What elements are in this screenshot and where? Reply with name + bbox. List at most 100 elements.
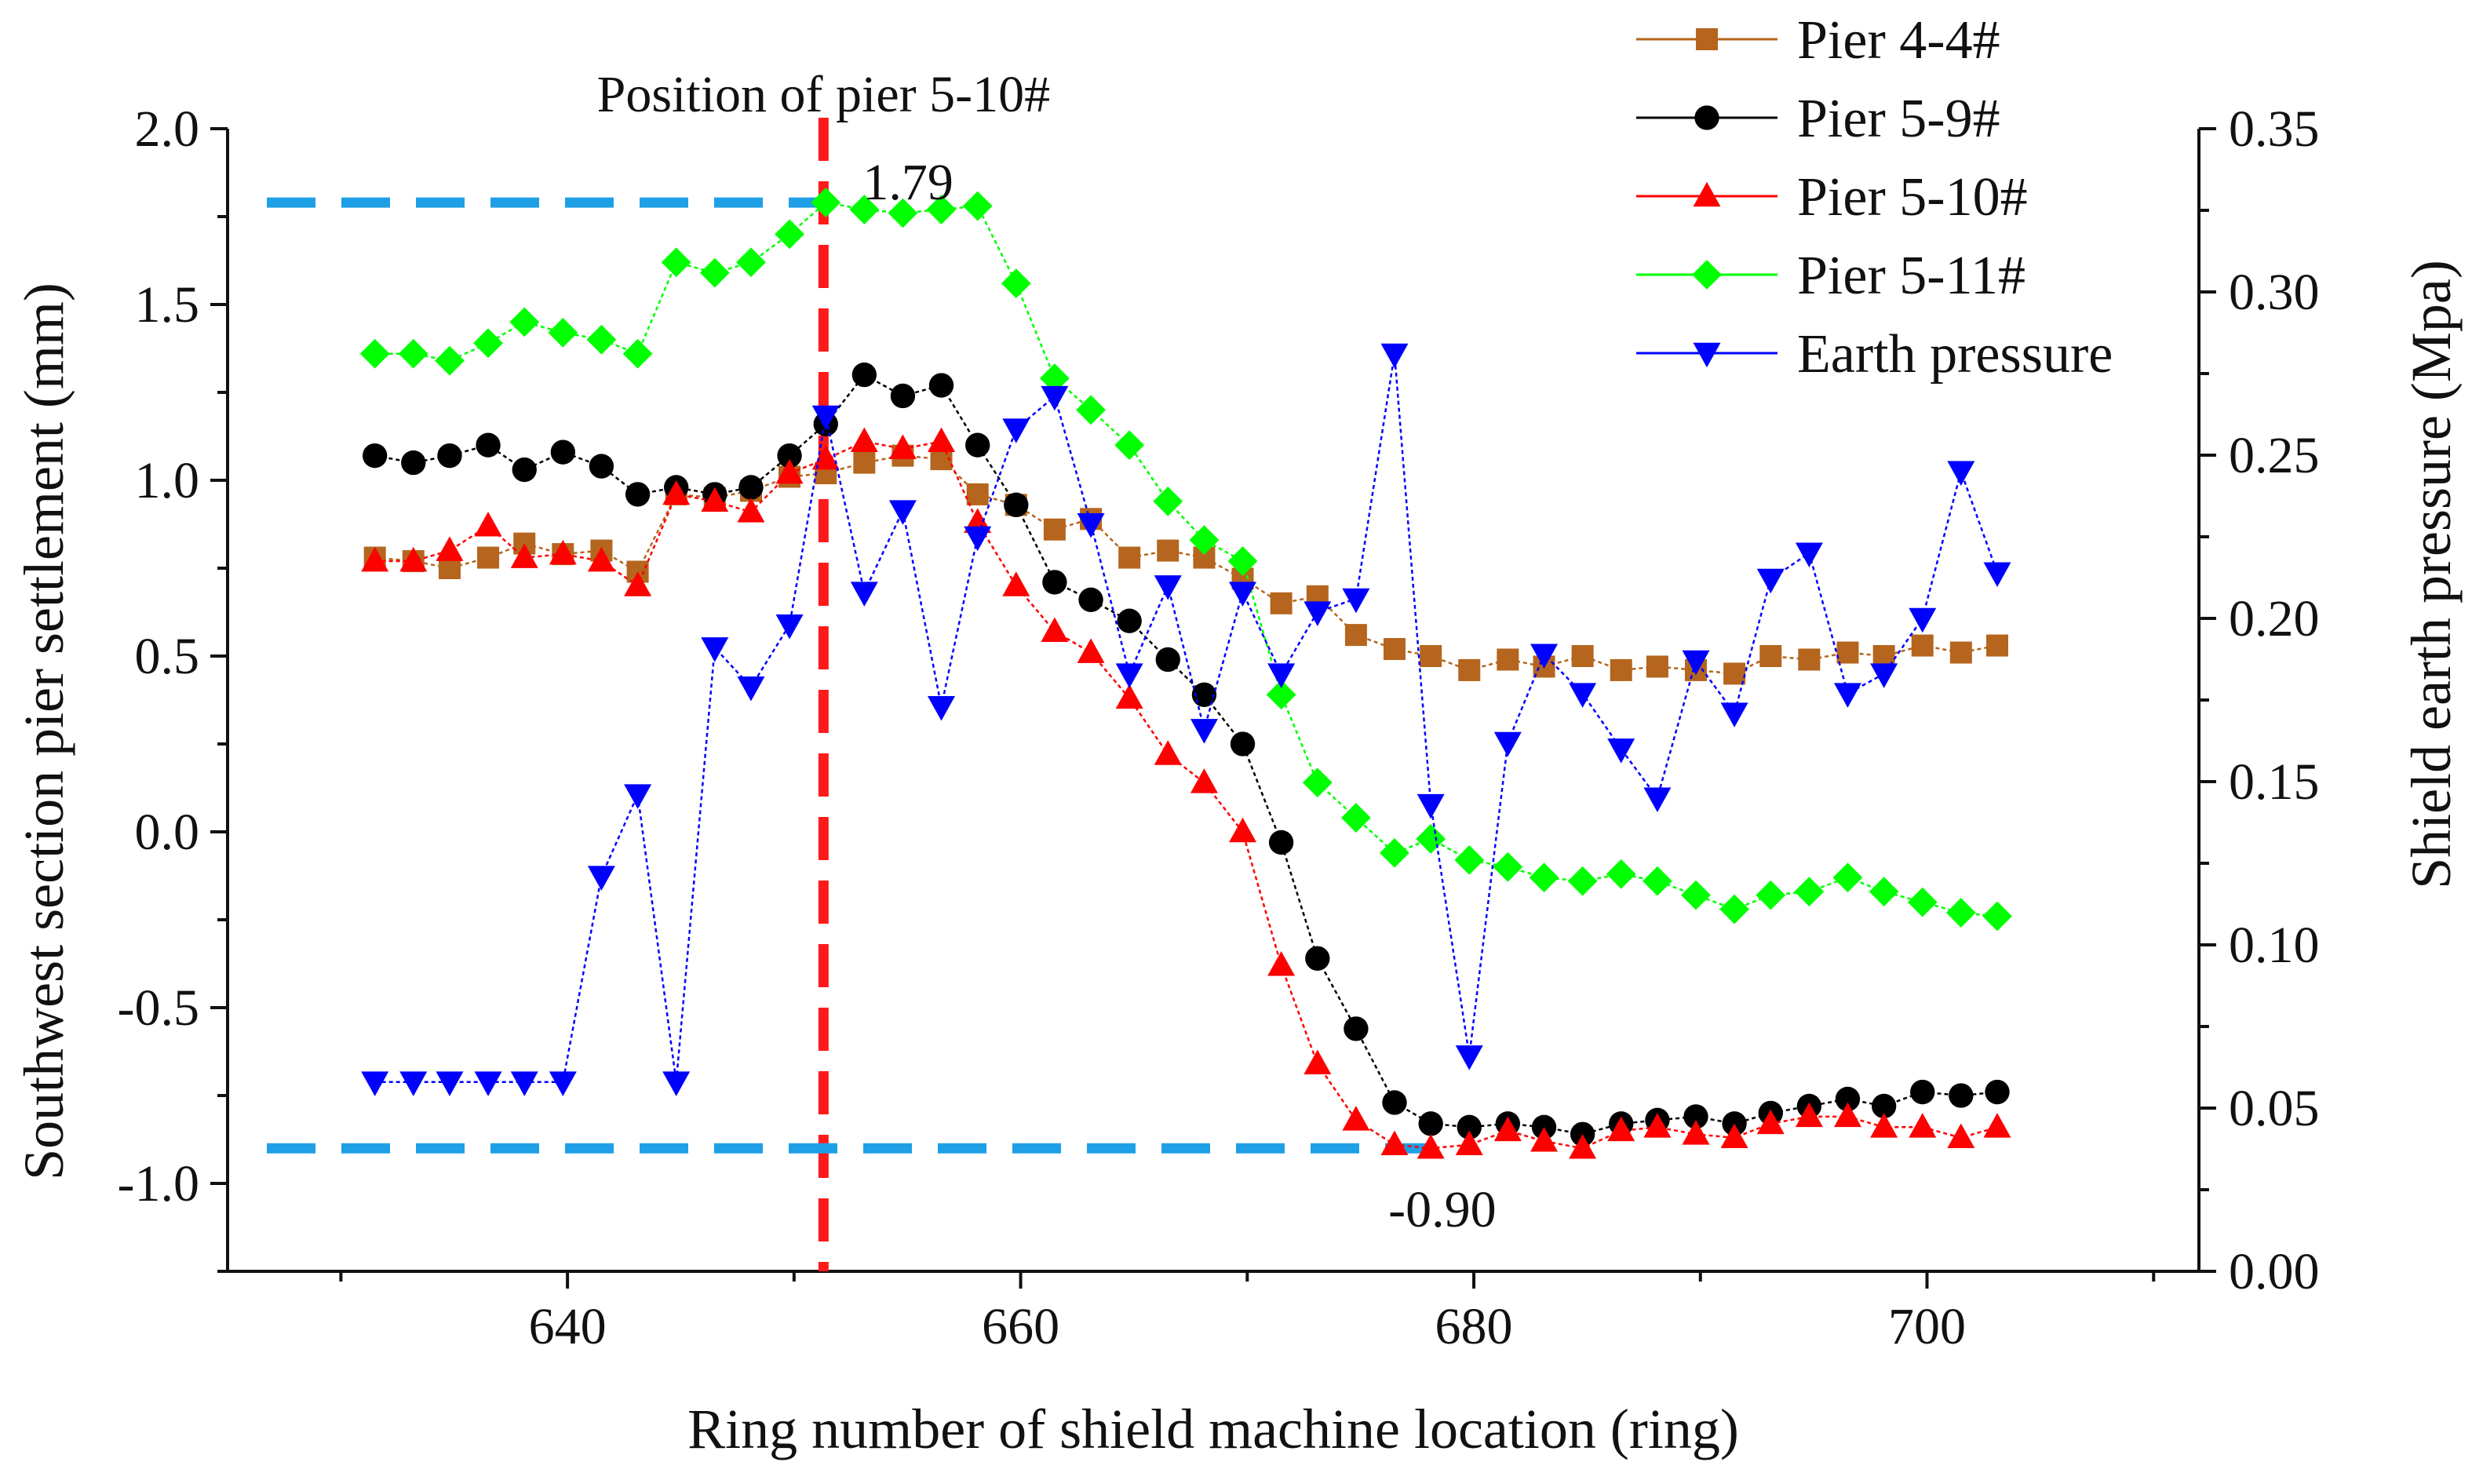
left-tick-label: -0.5 (118, 979, 199, 1037)
right-y-axis-title: Shield earth pressure (Mpa) (2400, 260, 2463, 889)
data-point (477, 546, 500, 569)
data-point (1302, 768, 1333, 798)
data-point (1567, 866, 1598, 896)
data-point (699, 257, 730, 288)
data-point (1643, 787, 1672, 812)
left-tick-label: 1.5 (135, 276, 200, 334)
data-point (928, 373, 954, 398)
x-tick-label: 700 (1888, 1298, 1966, 1355)
data-point (625, 482, 651, 507)
data-point (401, 450, 426, 476)
data-point (1530, 1127, 1559, 1152)
data-point (1836, 641, 1859, 664)
data-point (1606, 859, 1636, 889)
data-point (1798, 648, 1821, 671)
data-point (509, 307, 540, 337)
data-point (1382, 1090, 1407, 1115)
right-tick-label: 0.05 (2229, 1080, 2320, 1137)
series-line (374, 373, 1998, 1136)
data-point (1983, 1113, 2011, 1138)
legend-item-pier-4-4: Pier 4-4# (1636, 10, 2000, 71)
data-point (1154, 575, 1182, 600)
data-point (1986, 634, 2009, 657)
data-point (737, 498, 765, 523)
data-point (1118, 546, 1141, 569)
series-2 (361, 427, 2011, 1159)
data-point (359, 338, 390, 369)
data-point (1077, 638, 1105, 663)
data-point (1682, 1120, 1710, 1145)
data-point (1267, 951, 1296, 976)
data-point (964, 526, 992, 552)
data-point (1493, 851, 1523, 882)
data-point (1344, 1016, 1369, 1041)
data-point (738, 475, 764, 500)
data-point (1720, 1123, 1748, 1149)
left-tick-label: 0.5 (135, 628, 200, 685)
data-point (550, 439, 576, 465)
data-point (701, 637, 729, 662)
data-point (510, 543, 538, 568)
legend-item-pier-5-10: Pier 5-10# (1636, 167, 2028, 228)
data-point (888, 434, 917, 459)
data-point (474, 1071, 502, 1096)
data-point (1646, 655, 1668, 678)
data-point (1493, 731, 1522, 757)
data-point (1454, 844, 1485, 875)
data-point (1305, 946, 1330, 971)
x-axis-title: Ring number of shield machine location (… (687, 1398, 1739, 1460)
data-point (1039, 363, 1070, 393)
data-point (361, 1071, 389, 1096)
data-point (1115, 663, 1143, 688)
data-point (1719, 894, 1749, 924)
left-tick-label: -1.0 (118, 1155, 199, 1212)
legend-label-earth-pressure: Earth pressure (1797, 324, 2113, 385)
data-point (1497, 648, 1519, 671)
data-point (587, 546, 615, 572)
data-point (1190, 719, 1218, 744)
pier-position-label: Position of pier 5-10# (597, 66, 1050, 123)
data-point (775, 219, 804, 250)
data-point (1041, 617, 1069, 642)
data-point (1493, 1116, 1522, 1142)
data-point (1720, 702, 1748, 727)
data-point (1341, 803, 1371, 833)
x-tick-label: 640 (529, 1298, 607, 1355)
data-point (1756, 1109, 1785, 1135)
x-tick-label: 680 (1435, 1298, 1513, 1355)
right-tick-label: 0.25 (2229, 427, 2320, 484)
data-point (476, 432, 501, 458)
data-point (1945, 898, 1976, 928)
legend-marker (1692, 260, 1722, 290)
data-point (1229, 582, 1257, 607)
data-point (1190, 768, 1218, 793)
legend-label-pier-5-9: Pier 5-9# (1797, 89, 2000, 149)
data-point (1947, 1123, 1975, 1149)
data-point (1607, 1116, 1635, 1142)
data-point (1911, 634, 1934, 657)
legend-label-pier-5-11: Pier 5-11# (1797, 246, 2025, 306)
data-point (661, 247, 691, 278)
data-point (1342, 588, 1370, 614)
data-point (1756, 568, 1785, 594)
data-point (1683, 1104, 1708, 1129)
data-point (399, 1071, 428, 1096)
left-tick-label: 2.0 (135, 100, 200, 158)
data-point (1154, 740, 1182, 765)
data-point (1155, 647, 1180, 673)
data-point (436, 536, 464, 561)
data-point (1420, 645, 1442, 667)
data-point (1002, 418, 1030, 443)
data-point (587, 866, 615, 891)
data-point (1266, 680, 1296, 710)
series-4 (361, 343, 2011, 1096)
data-point (850, 582, 878, 607)
data-point (1455, 1130, 1483, 1156)
data-point (853, 451, 876, 474)
series-line (374, 353, 1999, 1083)
data-point (1303, 1049, 1332, 1074)
data-point (1076, 395, 1106, 425)
data-point (850, 427, 878, 453)
data-point (1458, 658, 1481, 681)
